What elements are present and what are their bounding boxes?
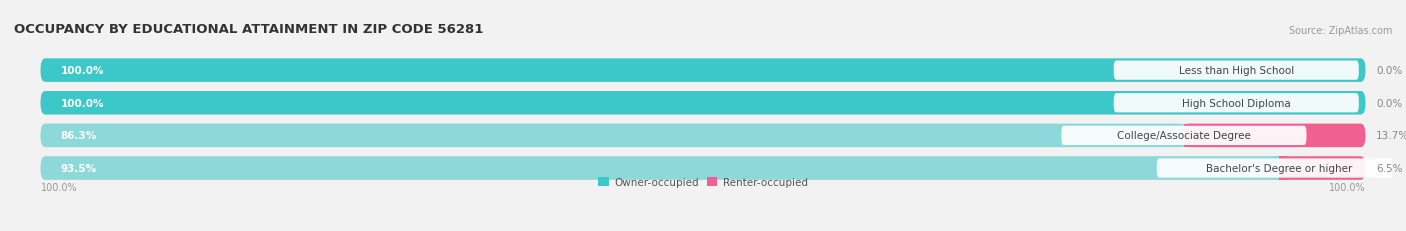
Text: 0.0%: 0.0%: [1376, 98, 1402, 108]
Text: 86.3%: 86.3%: [60, 131, 97, 141]
FancyBboxPatch shape: [1184, 124, 1192, 148]
FancyBboxPatch shape: [41, 157, 1365, 180]
Text: 93.5%: 93.5%: [60, 163, 97, 173]
Text: 100.0%: 100.0%: [60, 66, 104, 76]
Text: 6.5%: 6.5%: [1376, 163, 1403, 173]
FancyBboxPatch shape: [1177, 124, 1185, 148]
Text: High School Diploma: High School Diploma: [1182, 98, 1291, 108]
Text: Less than High School: Less than High School: [1178, 66, 1294, 76]
FancyBboxPatch shape: [1272, 157, 1281, 180]
FancyBboxPatch shape: [1157, 159, 1402, 178]
Text: OCCUPANCY BY EDUCATIONAL ATTAINMENT IN ZIP CODE 56281: OCCUPANCY BY EDUCATIONAL ATTAINMENT IN Z…: [14, 23, 484, 36]
Legend: Owner-occupied, Renter-occupied: Owner-occupied, Renter-occupied: [595, 173, 811, 192]
Text: College/Associate Degree: College/Associate Degree: [1116, 131, 1251, 141]
FancyBboxPatch shape: [1062, 126, 1306, 145]
FancyBboxPatch shape: [41, 124, 1184, 148]
FancyBboxPatch shape: [41, 59, 1365, 82]
FancyBboxPatch shape: [1114, 61, 1358, 80]
Text: Bachelor's Degree or higher: Bachelor's Degree or higher: [1206, 163, 1353, 173]
FancyBboxPatch shape: [41, 59, 1365, 82]
Text: 100.0%: 100.0%: [41, 182, 77, 192]
Text: 13.7%: 13.7%: [1376, 131, 1406, 141]
FancyBboxPatch shape: [1279, 157, 1288, 180]
FancyBboxPatch shape: [1279, 157, 1365, 180]
FancyBboxPatch shape: [41, 157, 1279, 180]
Text: Source: ZipAtlas.com: Source: ZipAtlas.com: [1288, 26, 1392, 36]
FancyBboxPatch shape: [41, 92, 1365, 115]
FancyBboxPatch shape: [1114, 94, 1358, 113]
Text: 100.0%: 100.0%: [1329, 182, 1365, 192]
FancyBboxPatch shape: [41, 92, 1365, 115]
FancyBboxPatch shape: [41, 124, 1365, 148]
FancyBboxPatch shape: [1184, 124, 1365, 148]
Text: 100.0%: 100.0%: [60, 98, 104, 108]
Text: 0.0%: 0.0%: [1376, 66, 1402, 76]
